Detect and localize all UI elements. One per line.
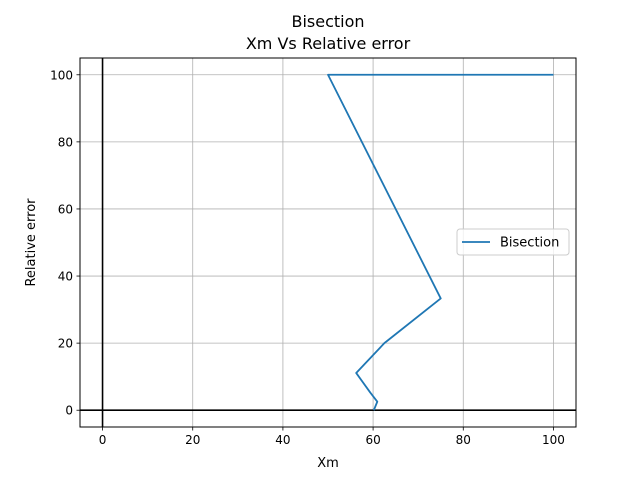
series-line bbox=[327, 73, 554, 411]
y-tick-label: 80 bbox=[58, 135, 73, 149]
y-tick-label: 40 bbox=[58, 270, 73, 284]
x-tick-label: 20 bbox=[185, 433, 200, 447]
series bbox=[327, 73, 554, 411]
legend-box bbox=[456, 228, 570, 256]
x-tick-label: 0 bbox=[99, 433, 107, 447]
grid bbox=[80, 58, 576, 427]
y-tick-label: 20 bbox=[58, 337, 73, 351]
legend: Bisection bbox=[456, 228, 570, 256]
x-tick-label: 60 bbox=[365, 433, 380, 447]
x-tick-label: 100 bbox=[542, 433, 565, 447]
reference-lines bbox=[80, 58, 576, 427]
x-axis-ticks: 0 20 40 60 80 100 bbox=[99, 427, 565, 447]
y-axis-label: Relative error bbox=[24, 198, 39, 287]
chart-title: Bisection bbox=[291, 12, 364, 31]
x-tick-label: 80 bbox=[456, 433, 471, 447]
x-axis-label: Xm bbox=[317, 456, 339, 471]
y-tick-label: 100 bbox=[50, 68, 73, 82]
y-tick-label: 60 bbox=[58, 202, 73, 216]
chart-subtitle: Xm Vs Relative error bbox=[246, 34, 411, 53]
y-tick-label: 0 bbox=[65, 404, 73, 418]
legend-label: Bisection bbox=[500, 236, 559, 251]
y-axis-ticks: 0 20 40 60 80 100 bbox=[50, 68, 80, 418]
plot-frame bbox=[79, 57, 577, 428]
x-tick-label: 40 bbox=[275, 433, 290, 447]
